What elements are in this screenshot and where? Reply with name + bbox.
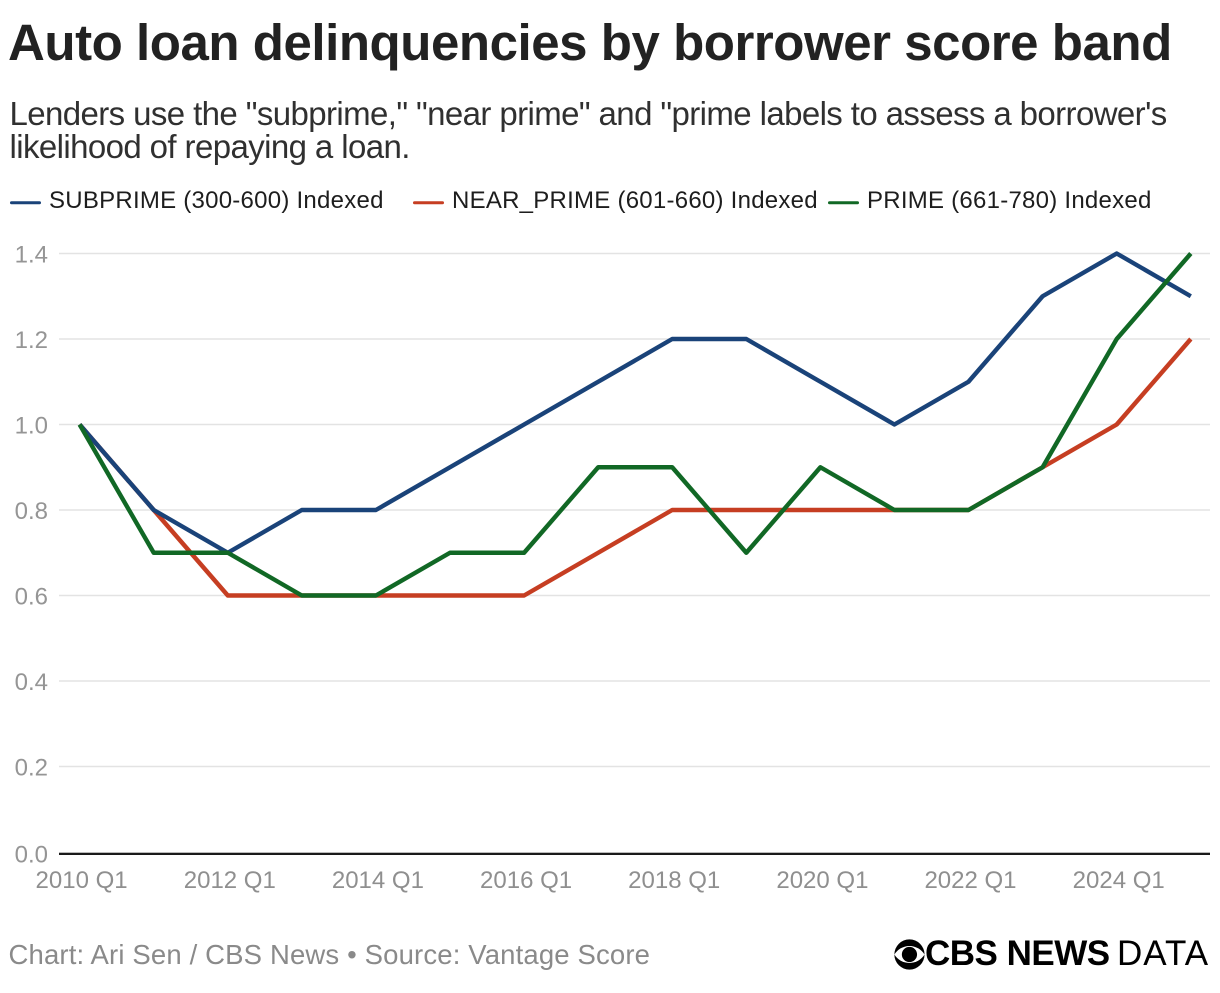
svg-text:0.8: 0.8 — [15, 498, 48, 525]
svg-text:1.2: 1.2 — [15, 327, 48, 354]
svg-text:2016 Q1: 2016 Q1 — [480, 867, 572, 894]
svg-text:0.6: 0.6 — [15, 584, 48, 611]
svg-text:0.0: 0.0 — [15, 842, 48, 869]
svg-text:0.2: 0.2 — [15, 755, 48, 782]
svg-text:2018 Q1: 2018 Q1 — [628, 867, 720, 894]
svg-text:1.4: 1.4 — [15, 242, 48, 269]
svg-text:2022 Q1: 2022 Q1 — [924, 867, 1016, 894]
svg-text:0.4: 0.4 — [15, 669, 48, 696]
svg-text:2020 Q1: 2020 Q1 — [776, 867, 868, 894]
svg-text:2024 Q1: 2024 Q1 — [1073, 867, 1165, 894]
svg-text:1.0: 1.0 — [15, 413, 48, 440]
svg-text:2012 Q1: 2012 Q1 — [184, 867, 276, 894]
svg-text:2010 Q1: 2010 Q1 — [36, 867, 128, 894]
svg-text:2014 Q1: 2014 Q1 — [332, 867, 424, 894]
